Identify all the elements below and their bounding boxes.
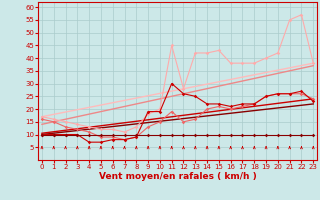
X-axis label: Vent moyen/en rafales ( km/h ): Vent moyen/en rafales ( km/h ): [99, 172, 256, 181]
